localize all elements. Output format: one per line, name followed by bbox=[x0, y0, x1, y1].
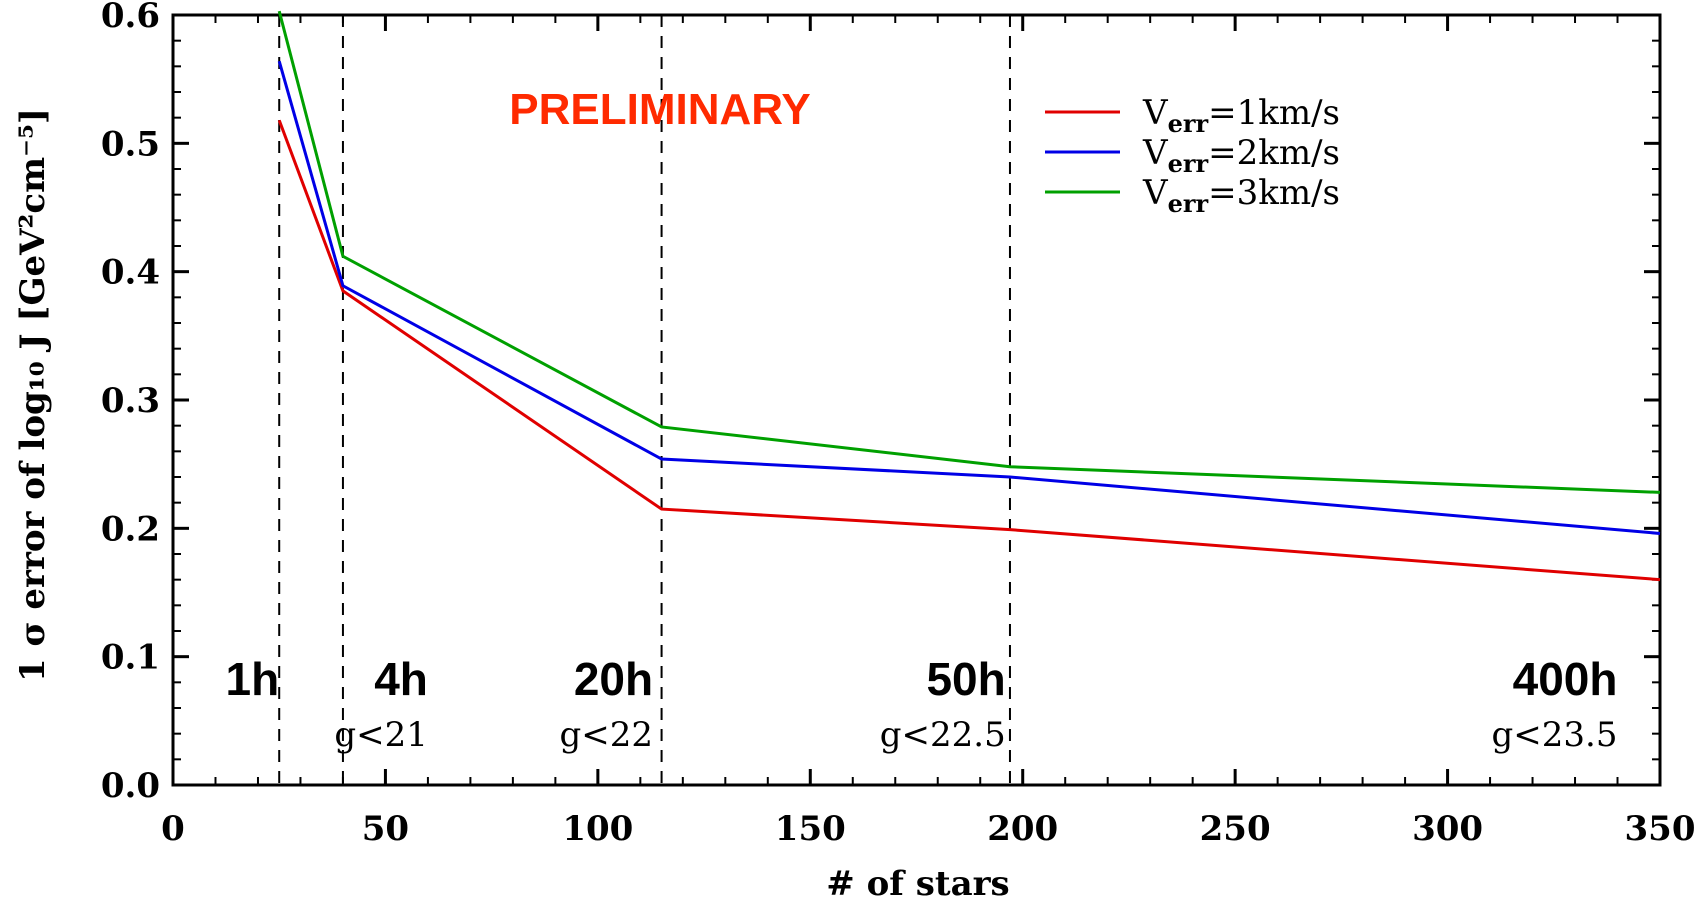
y-tick-label: 0.4 bbox=[101, 253, 160, 293]
x-tick-label: 150 bbox=[775, 809, 846, 849]
legend-entry: Verr=1km/s bbox=[1142, 93, 1340, 138]
x-axis-title: # of stars bbox=[826, 864, 1009, 904]
region-divider-lines bbox=[278, 15, 1011, 785]
y-tick-label: 0.0 bbox=[101, 766, 160, 806]
region-magnitude-label: g<21 bbox=[334, 715, 428, 755]
y-tick-label: 0.1 bbox=[101, 638, 160, 678]
axes: 0 50 100 150 200 250 300 350 0.0 0.1 0.2 0.3 0.4 0.5 0… bbox=[101, 0, 1696, 849]
y-tick-label: 0.2 bbox=[101, 509, 160, 549]
x-tick-label: 200 bbox=[987, 809, 1058, 849]
x-tick-label: 100 bbox=[562, 809, 633, 849]
region-labels: 1h 4h g<21 20h g<22 50h g<22.5 400h g<23.5 bbox=[226, 653, 1618, 755]
x-tick-label: 250 bbox=[1200, 809, 1271, 849]
data-series bbox=[277, 10, 1661, 582]
legend-entry: Verr=2km/s bbox=[1142, 133, 1340, 178]
x-tick-label: 0 bbox=[161, 809, 185, 849]
region-time-label: 1h bbox=[226, 653, 280, 705]
legend-entry: Verr=3km/s bbox=[1142, 173, 1340, 218]
region-magnitude-label: g<22.5 bbox=[880, 715, 1006, 755]
region-time-label: 400h bbox=[1513, 653, 1618, 705]
region-time-label: 4h bbox=[374, 653, 428, 705]
series-line bbox=[277, 60, 1661, 535]
preliminary-annotation: PRELIMINARY bbox=[509, 85, 811, 134]
x-tick-label: 50 bbox=[362, 809, 409, 849]
series-line bbox=[277, 119, 1661, 582]
y-axis-title: 1 σ error of log₁₀ J [GeV²cm⁻⁵] bbox=[13, 108, 53, 682]
region-time-label: 20h bbox=[574, 653, 653, 705]
y-tick-label: 0.3 bbox=[101, 381, 160, 421]
y-tick-label: 0.5 bbox=[101, 124, 160, 164]
x-tick-label: 350 bbox=[1625, 809, 1696, 849]
series-line bbox=[277, 10, 1661, 494]
y-tick-label: 0.6 bbox=[101, 0, 160, 36]
x-tick-label: 300 bbox=[1412, 809, 1483, 849]
region-magnitude-label: g<22 bbox=[560, 715, 654, 755]
region-time-label: 50h bbox=[926, 653, 1005, 705]
region-magnitude-label: g<23.5 bbox=[1492, 715, 1618, 755]
